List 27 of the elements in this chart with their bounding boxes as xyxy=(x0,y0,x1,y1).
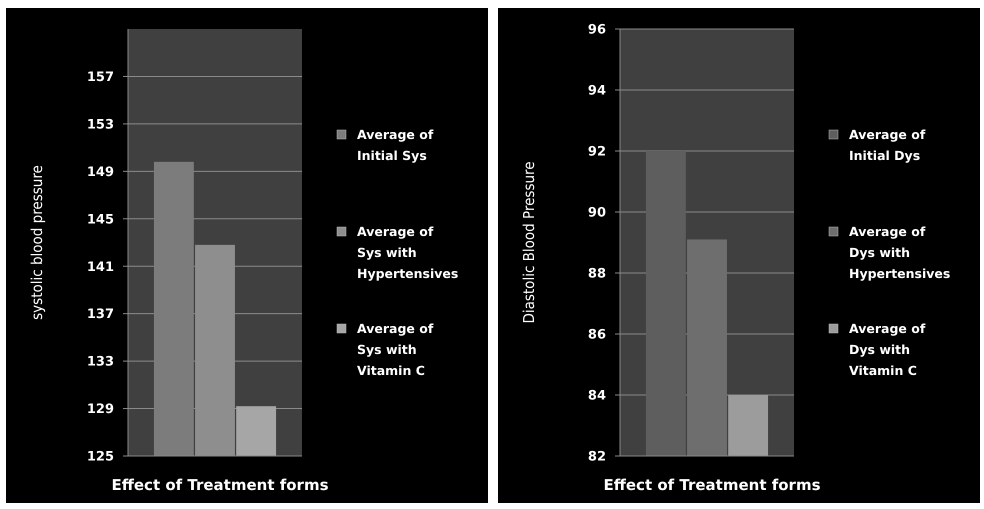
y-tick-label: 86 xyxy=(588,328,606,343)
legend-label: Average of Sys with Vitamin C xyxy=(357,321,434,378)
y-tick-label: 141 xyxy=(86,260,114,275)
legend-label: Average of Initial Dys xyxy=(849,127,926,163)
y-tick-label: 82 xyxy=(588,450,606,465)
y-tick-label: 137 xyxy=(86,307,114,322)
y-tick-label: 88 xyxy=(588,266,606,282)
y-tick-label: 90 xyxy=(588,206,606,221)
y-tick-label: 145 xyxy=(86,212,114,228)
x-axis-title: Effect of Treatment forms xyxy=(603,476,821,494)
y-tick-label: 133 xyxy=(86,354,114,370)
y-tick-label: 125 xyxy=(86,450,114,465)
y-tick-label: 149 xyxy=(86,164,114,180)
y-tick-label: 96 xyxy=(588,22,606,38)
legend-label: Average of Initial Sys xyxy=(357,127,434,163)
y-tick-label: 94 xyxy=(588,84,606,99)
y-tick-label: 129 xyxy=(86,402,114,418)
legend-label: Average of Dys with Vitamin C xyxy=(849,321,926,378)
y-axis-title: Diastolic Blood Pressure xyxy=(520,161,538,324)
y-tick-label: 153 xyxy=(86,117,114,132)
y-axis-title: systolic blood pressure xyxy=(28,165,46,320)
y-tick-label: 92 xyxy=(588,144,606,160)
legend-label: Average of Sys with Hypertensives xyxy=(357,224,458,281)
y-tick-label: 157 xyxy=(86,70,114,85)
x-axis-title: Effect of Treatment forms xyxy=(111,476,329,494)
y-tick-label: 84 xyxy=(588,388,606,404)
legend-label: Average of Dys with Hypertensives xyxy=(849,224,950,281)
